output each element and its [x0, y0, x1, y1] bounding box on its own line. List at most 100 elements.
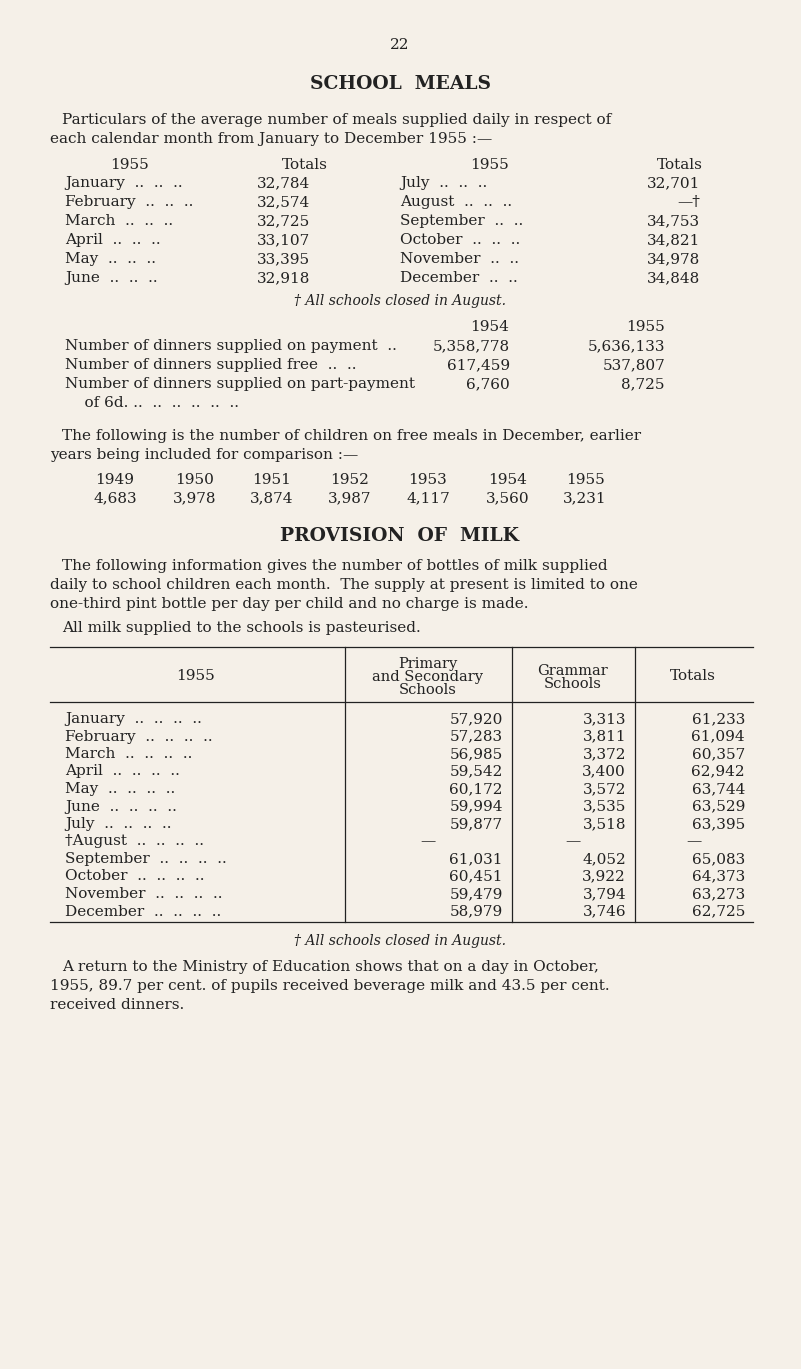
Text: 3,400: 3,400 — [582, 764, 626, 779]
Text: Schools: Schools — [399, 683, 457, 697]
Text: —: — — [566, 835, 581, 849]
Text: Number of dinners supplied on part-payment: Number of dinners supplied on part-payme… — [65, 376, 415, 392]
Text: 3,372: 3,372 — [582, 747, 626, 761]
Text: 3,313: 3,313 — [582, 712, 626, 726]
Text: September  ..  ..  ..  ..: September .. .. .. .. — [65, 852, 227, 867]
Text: 63,744: 63,744 — [691, 782, 745, 795]
Text: 59,877: 59,877 — [450, 817, 503, 831]
Text: November  ..  ..  ..  ..: November .. .. .. .. — [65, 887, 223, 901]
Text: 33,395: 33,395 — [257, 252, 310, 266]
Text: April  ..  ..  ..: April .. .. .. — [65, 233, 161, 246]
Text: Number of dinners supplied on payment  ..: Number of dinners supplied on payment .. — [65, 340, 396, 353]
Text: daily to school children each month.  The supply at present is limited to one: daily to school children each month. The… — [50, 578, 638, 591]
Text: 1955: 1955 — [111, 157, 149, 172]
Text: † All schools closed in August.: † All schools closed in August. — [294, 294, 506, 308]
Text: 1955: 1955 — [566, 474, 605, 487]
Text: 5,636,133: 5,636,133 — [587, 340, 665, 353]
Text: †August  ..  ..  ..  ..: †August .. .. .. .. — [65, 835, 204, 849]
Text: November  ..  ..: November .. .. — [400, 252, 519, 266]
Text: 6,760: 6,760 — [466, 376, 510, 392]
Text: and Secondary: and Secondary — [372, 669, 484, 684]
Text: 59,542: 59,542 — [449, 764, 503, 779]
Text: 1955: 1955 — [626, 320, 664, 334]
Text: June  ..  ..  ..  ..: June .. .. .. .. — [65, 799, 177, 813]
Text: 57,283: 57,283 — [450, 730, 503, 743]
Text: 5,358,778: 5,358,778 — [433, 340, 510, 353]
Text: May  ..  ..  ..: May .. .. .. — [65, 252, 156, 266]
Text: 3,874: 3,874 — [250, 491, 294, 505]
Text: December  ..  ..  ..  ..: December .. .. .. .. — [65, 905, 221, 919]
Text: 1955: 1955 — [471, 157, 509, 172]
Text: 3,987: 3,987 — [328, 491, 372, 505]
Text: 1955, 89.7 per cent. of pupils received beverage milk and 43.5 per cent.: 1955, 89.7 per cent. of pupils received … — [50, 979, 610, 993]
Text: June  ..  ..  ..: June .. .. .. — [65, 271, 158, 285]
Text: February  ..  ..  ..  ..: February .. .. .. .. — [65, 730, 212, 743]
Text: Schools: Schools — [544, 678, 602, 691]
Text: Totals: Totals — [670, 669, 716, 683]
Text: March  ..  ..  ..  ..: March .. .. .. .. — [65, 747, 192, 761]
Text: 3,535: 3,535 — [582, 799, 626, 813]
Text: 3,746: 3,746 — [582, 905, 626, 919]
Text: 62,725: 62,725 — [691, 905, 745, 919]
Text: of 6d. ..  ..  ..  ..  ..  ..: of 6d. .. .. .. .. .. .. — [65, 396, 239, 409]
Text: 34,848: 34,848 — [646, 271, 700, 285]
Text: 59,994: 59,994 — [449, 799, 503, 813]
Text: years being included for comparison :—: years being included for comparison :— — [50, 448, 358, 461]
Text: 33,107: 33,107 — [257, 233, 310, 246]
Text: 8,725: 8,725 — [622, 376, 665, 392]
Text: February  ..  ..  ..: February .. .. .. — [65, 194, 193, 209]
Text: 32,701: 32,701 — [646, 177, 700, 190]
Text: 1952: 1952 — [331, 474, 369, 487]
Text: 3,922: 3,922 — [582, 869, 626, 883]
Text: —†: —† — [677, 194, 700, 209]
Text: Grammar: Grammar — [537, 664, 609, 678]
Text: 56,985: 56,985 — [449, 747, 503, 761]
Text: 34,753: 34,753 — [647, 214, 700, 229]
Text: 1950: 1950 — [175, 474, 215, 487]
Text: 63,529: 63,529 — [691, 799, 745, 813]
Text: July  ..  ..  ..  ..: July .. .. .. .. — [65, 817, 171, 831]
Text: July  ..  ..  ..: July .. .. .. — [400, 177, 487, 190]
Text: 57,920: 57,920 — [449, 712, 503, 726]
Text: 61,031: 61,031 — [449, 852, 503, 867]
Text: 60,451: 60,451 — [449, 869, 503, 883]
Text: 34,821: 34,821 — [646, 233, 700, 246]
Text: 61,094: 61,094 — [691, 730, 745, 743]
Text: October  ..  ..  ..  ..: October .. .. .. .. — [65, 869, 204, 883]
Text: 32,725: 32,725 — [257, 214, 310, 229]
Text: 64,373: 64,373 — [692, 869, 745, 883]
Text: 62,942: 62,942 — [691, 764, 745, 779]
Text: December  ..  ..: December .. .. — [400, 271, 517, 285]
Text: 59,479: 59,479 — [449, 887, 503, 901]
Text: Primary: Primary — [398, 657, 457, 671]
Text: 1951: 1951 — [252, 474, 292, 487]
Text: 60,357: 60,357 — [692, 747, 745, 761]
Text: 3,978: 3,978 — [173, 491, 217, 505]
Text: 1953: 1953 — [409, 474, 448, 487]
Text: 22: 22 — [390, 38, 410, 52]
Text: 58,979: 58,979 — [449, 905, 503, 919]
Text: September  ..  ..: September .. .. — [400, 214, 523, 229]
Text: April  ..  ..  ..  ..: April .. .. .. .. — [65, 764, 180, 779]
Text: 1955: 1955 — [175, 669, 215, 683]
Text: August  ..  ..  ..: August .. .. .. — [400, 194, 512, 209]
Text: PROVISION  OF  MILK: PROVISION OF MILK — [280, 527, 520, 545]
Text: 4,117: 4,117 — [406, 491, 450, 505]
Text: 1949: 1949 — [95, 474, 135, 487]
Text: The following is the number of children on free meals in December, earlier: The following is the number of children … — [62, 428, 641, 444]
Text: one-third pint bottle per day per child and no charge is made.: one-third pint bottle per day per child … — [50, 597, 529, 611]
Text: 3,572: 3,572 — [582, 782, 626, 795]
Text: May  ..  ..  ..  ..: May .. .. .. .. — [65, 782, 175, 795]
Text: received dinners.: received dinners. — [50, 998, 184, 1012]
Text: —: — — [686, 835, 702, 849]
Text: Totals: Totals — [282, 157, 328, 172]
Text: 3,794: 3,794 — [582, 887, 626, 901]
Text: The following information gives the number of bottles of milk supplied: The following information gives the numb… — [62, 559, 608, 574]
Text: each calendar month from January to December 1955 :—: each calendar month from January to Dece… — [50, 131, 493, 146]
Text: January  ..  ..  ..  ..: January .. .. .. .. — [65, 712, 202, 726]
Text: Totals: Totals — [657, 157, 703, 172]
Text: —: — — [421, 835, 436, 849]
Text: Number of dinners supplied free  ..  ..: Number of dinners supplied free .. .. — [65, 359, 356, 372]
Text: † All schools closed in August.: † All schools closed in August. — [294, 934, 506, 947]
Text: 4,683: 4,683 — [93, 491, 137, 505]
